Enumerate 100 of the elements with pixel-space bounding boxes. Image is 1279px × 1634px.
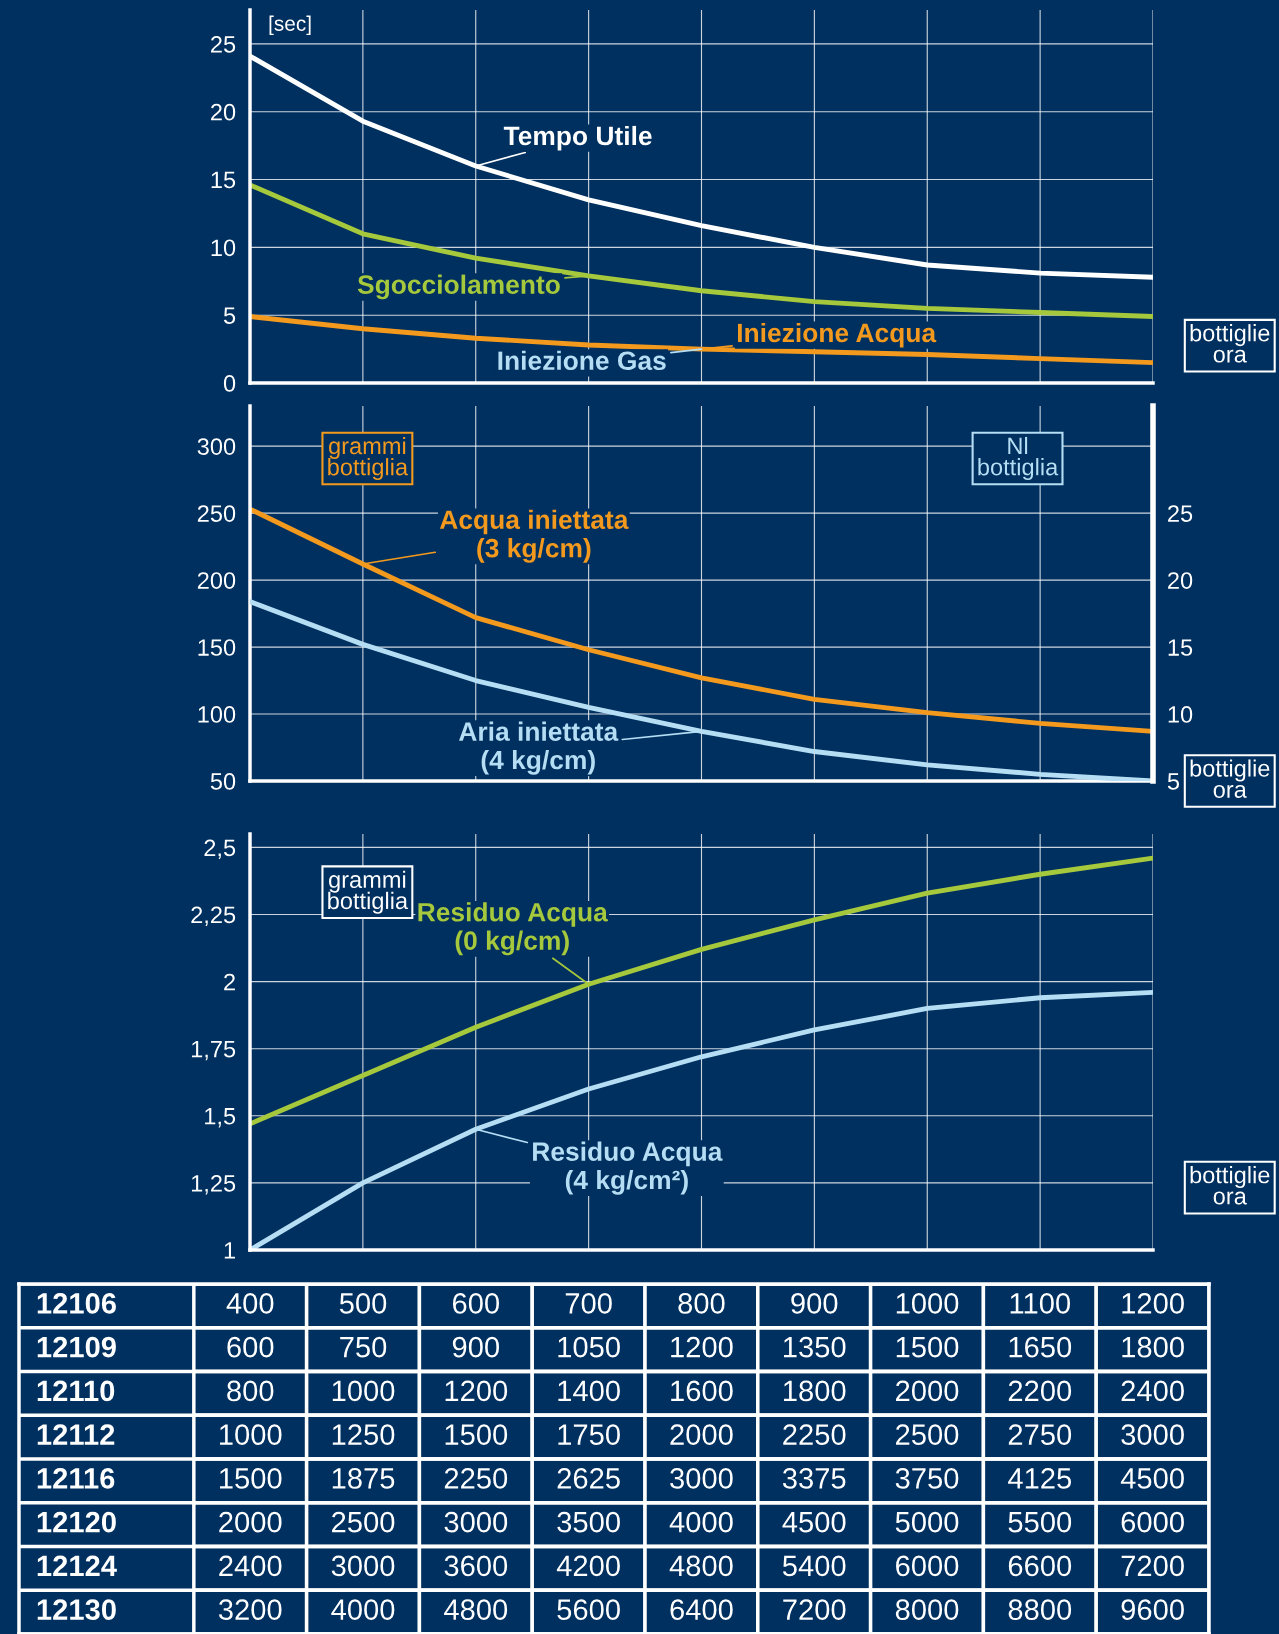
data-label: 2000 xyxy=(896,1380,959,1402)
y-tick-label: 12109 xyxy=(37,1336,116,1358)
data-label: 1650 xyxy=(1009,1336,1072,1358)
data-label: 4500 xyxy=(1120,1468,1184,1489)
data-label: 6000 xyxy=(896,1555,959,1577)
data-label: 1350 xyxy=(784,1336,846,1358)
y-tick-label: 20 xyxy=(211,103,236,121)
data-label: 4000 xyxy=(669,1511,733,1533)
data-label: 800 xyxy=(678,1293,725,1314)
data-label: 8800 xyxy=(1008,1599,1072,1620)
data-label: 900 xyxy=(791,1293,838,1314)
y2-tick-label: 5 xyxy=(1167,773,1180,790)
data-label: 1800 xyxy=(784,1380,846,1402)
data-label: 800 xyxy=(227,1380,274,1402)
y-tick-label: 2,25 xyxy=(191,906,236,927)
y-tick-label: 5 xyxy=(223,307,236,324)
data-label: 7200 xyxy=(1121,1555,1184,1577)
data-label: 600 xyxy=(227,1336,274,1358)
y-axis-title: grammi bottiglia xyxy=(328,870,409,914)
data-label: 2400 xyxy=(219,1555,282,1577)
data-label: 1400 xyxy=(558,1380,620,1402)
y-tick-label: 25 xyxy=(211,35,236,53)
data-label: 6600 xyxy=(1008,1555,1072,1577)
y-tick-label: 300 xyxy=(197,438,236,455)
y-tick-label: 12116 xyxy=(37,1468,115,1489)
data-label: 2200 xyxy=(1008,1380,1072,1402)
data-label: 1000 xyxy=(332,1380,395,1402)
series-label: Tempo Utile xyxy=(503,125,652,151)
data-label: 5600 xyxy=(557,1599,620,1620)
data-label: 2250 xyxy=(444,1468,508,1489)
y-tick-label: 1,75 xyxy=(191,1041,236,1061)
data-label: 1200 xyxy=(671,1336,733,1358)
data-label: 1200 xyxy=(1122,1293,1184,1314)
y-tick-label: 1,25 xyxy=(191,1174,236,1195)
data-label: 3375 xyxy=(782,1468,846,1489)
data-label: 2500 xyxy=(896,1424,959,1445)
data-label: 5400 xyxy=(782,1555,846,1577)
line-series xyxy=(250,182,1153,319)
data-label: 750 xyxy=(340,1336,387,1358)
data-label: 3500 xyxy=(557,1511,620,1533)
data-label: 1500 xyxy=(220,1468,282,1489)
data-label: 1200 xyxy=(445,1380,508,1402)
data-label: 600 xyxy=(452,1293,500,1314)
data-label: 7200 xyxy=(783,1599,846,1620)
data-label: 4125 xyxy=(1008,1468,1072,1489)
data-label: 4500 xyxy=(782,1511,846,1533)
y2-tick-label: 15 xyxy=(1168,639,1193,656)
data-label: 1000 xyxy=(220,1424,282,1445)
y-tick-label: 12124 xyxy=(37,1555,117,1576)
y-tick-label: 200 xyxy=(197,572,236,589)
data-label: 3000 xyxy=(670,1468,733,1489)
data-label: 6000 xyxy=(1121,1511,1184,1533)
data-label: 2000 xyxy=(219,1511,282,1533)
data-label: 1500 xyxy=(445,1424,508,1445)
data-label: 3200 xyxy=(218,1599,282,1620)
data-label: 1000 xyxy=(896,1293,959,1314)
y-tick-label: 250 xyxy=(197,505,236,522)
x-axis-title: bottiglie ora xyxy=(1190,324,1270,363)
data-label: 3600 xyxy=(444,1555,508,1577)
series-label: Sgocciolamento xyxy=(357,274,560,300)
line-series xyxy=(250,855,1153,1127)
legend-label: Iniezione Acqua xyxy=(737,322,937,348)
data-label: 1050 xyxy=(558,1336,620,1358)
annotation: Iniezione Gas xyxy=(498,350,666,371)
data-label: 1750 xyxy=(558,1424,620,1445)
data-label: 1600 xyxy=(671,1380,733,1402)
y-tick-label: 12106 xyxy=(37,1293,116,1314)
y2-tick-label: 10 xyxy=(1168,706,1193,723)
data-label: 2625 xyxy=(557,1468,620,1489)
data-label: 2750 xyxy=(1008,1424,1072,1445)
series-label: Acqua iniettata (3 kg/cm) xyxy=(439,509,629,563)
data-label: 4800 xyxy=(444,1599,508,1620)
data-label: 6400 xyxy=(670,1599,733,1620)
data-label: 1875 xyxy=(332,1468,395,1489)
data-label: 3000 xyxy=(1121,1424,1184,1445)
y-tick-label: 150 xyxy=(198,639,236,656)
x-axis-title: bottiglie ora xyxy=(1190,1166,1270,1205)
series-label: Residuo Acqua (0 kg/cm) xyxy=(418,902,608,956)
data-label: 5000 xyxy=(895,1511,959,1533)
y2-tick-label: 20 xyxy=(1168,572,1193,589)
data-label: 1800 xyxy=(1122,1336,1184,1358)
data-label: 4200 xyxy=(556,1555,620,1577)
data-label: 4000 xyxy=(331,1599,395,1620)
y-tick-label: 1,5 xyxy=(205,1108,236,1128)
data-label: 3000 xyxy=(331,1555,395,1577)
data-label: 400 xyxy=(226,1293,274,1314)
series-label: Residuo Acqua (4 kg/cm²) xyxy=(533,1141,723,1195)
data-label: 1500 xyxy=(896,1336,959,1358)
y-tick-label: 12120 xyxy=(37,1511,116,1533)
legend-label: Aria iniettata (4 kg/cm) xyxy=(458,721,619,775)
y-tick-label: 100 xyxy=(198,706,236,723)
data-label: 900 xyxy=(452,1336,500,1358)
data-label: 5500 xyxy=(1008,1511,1072,1533)
y-tick-label: 15 xyxy=(211,171,236,189)
data-label: 8000 xyxy=(895,1599,959,1620)
y-tick-label: 0 xyxy=(223,375,236,392)
y-tick-label: 2,5 xyxy=(204,839,236,859)
data-label: 2400 xyxy=(1121,1380,1184,1402)
data-label: 1100 xyxy=(1010,1293,1071,1314)
data-label: 2250 xyxy=(783,1424,846,1445)
